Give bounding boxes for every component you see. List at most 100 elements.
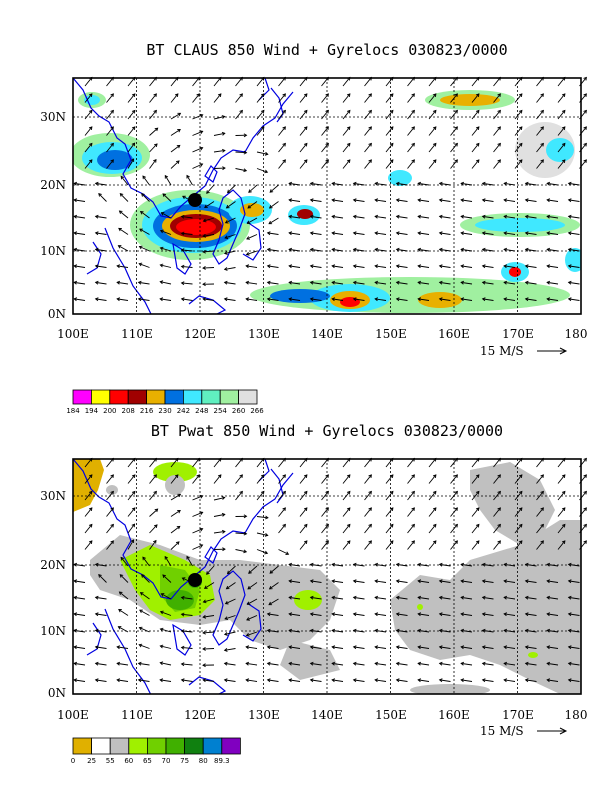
wind-arrow	[450, 507, 458, 517]
wind-arrow	[557, 507, 566, 517]
wind-arrowhead	[288, 645, 293, 650]
wind-arrow	[149, 524, 158, 534]
wind-arrowhead	[331, 214, 336, 219]
precipitable-water-shading	[73, 459, 581, 694]
wind-arrow	[557, 93, 566, 103]
wind-arrow	[536, 77, 544, 87]
wind-arrow	[418, 629, 430, 633]
lon-label: 150E	[375, 327, 407, 341]
wind-arrowhead	[503, 214, 508, 219]
wind-arrow	[299, 524, 308, 534]
wind-arrow	[439, 199, 451, 202]
wind-arrow	[385, 93, 394, 103]
wind-arrow	[267, 613, 279, 616]
wind-arrowhead	[325, 523, 329, 528]
wind-arrow	[74, 281, 86, 285]
wind-arrowhead	[546, 645, 551, 650]
wind-arrow	[161, 212, 172, 219]
wind-arrow	[248, 184, 258, 193]
wind-arrow	[74, 629, 86, 633]
wind-arrow	[321, 77, 329, 87]
wind-arrow	[149, 491, 157, 501]
wind-arrowhead	[417, 612, 422, 617]
wind-arrowhead	[325, 126, 329, 130]
wind-arrowhead	[309, 661, 314, 666]
wind-arrowhead	[94, 562, 99, 567]
wind-arrow	[321, 524, 329, 534]
wind-arrow	[321, 126, 329, 136]
wind-arrow	[119, 193, 129, 202]
wind-arrow	[127, 93, 136, 103]
wind-arrowhead	[159, 297, 164, 302]
wind-arrowhead	[352, 645, 357, 650]
wind-arrow	[482, 629, 494, 633]
wind-arrowhead	[352, 214, 357, 219]
wind-arrowhead	[303, 126, 308, 130]
wind-arrowhead	[202, 599, 207, 604]
wind-arrowhead	[438, 181, 443, 186]
colorbar: 184 194 200 208 216 230 242 248 254 260 266	[66, 389, 264, 415]
wind-arrowhead	[303, 507, 308, 511]
wind-arrow	[471, 110, 480, 120]
wind-arrow	[332, 199, 344, 202]
wind-arrowhead	[374, 198, 379, 203]
wind-arrowhead	[438, 264, 443, 269]
wind-arrow	[224, 662, 236, 666]
wind-arrow	[418, 248, 430, 252]
wind-arrow	[568, 199, 580, 202]
wind-arrowhead	[118, 210, 123, 215]
wind-arrowhead	[88, 490, 93, 495]
wind-arrow	[267, 232, 279, 235]
wind-arrowhead	[203, 585, 208, 589]
wind-arrow	[396, 265, 408, 268]
wind-arrow	[321, 458, 329, 468]
wind-arrowhead	[460, 645, 465, 650]
wind-arrowhead	[217, 93, 222, 97]
wind-arrowhead	[561, 159, 566, 163]
wind-arrowhead	[202, 249, 206, 254]
wind-arrow	[149, 143, 158, 153]
wind-arrow	[428, 126, 437, 136]
wind-arrowhead	[260, 109, 265, 114]
wind-arrow	[74, 215, 86, 219]
wind-arrow	[310, 215, 322, 219]
wind-arrowhead	[475, 474, 480, 478]
wind-arrow	[310, 563, 322, 567]
wind-arrowhead	[110, 523, 114, 528]
wind-arrowhead	[159, 644, 164, 649]
wind-arrowhead	[88, 109, 93, 114]
wind-arrow	[568, 281, 580, 285]
wind-arrow	[428, 540, 437, 550]
wind-arrowhead	[260, 93, 265, 97]
colorbar-swatch	[184, 737, 204, 755]
wind-arrow	[289, 646, 301, 649]
wind-arrowhead	[202, 630, 206, 635]
wind-arrowhead	[331, 678, 336, 683]
wind-arrow	[407, 93, 415, 103]
wind-arrow	[289, 265, 301, 268]
wind-arrow	[224, 648, 236, 651]
wind-arrow	[106, 77, 114, 87]
wind-arrow	[321, 540, 329, 550]
wind-arrow	[278, 549, 289, 555]
wind-arrowhead	[395, 579, 400, 584]
wind-arrow	[138, 298, 150, 301]
wind-arrowhead	[282, 490, 286, 495]
wind-arrow	[353, 199, 365, 202]
wind-arrowhead	[503, 264, 508, 269]
wind-arrowhead	[395, 264, 400, 269]
wind-arrowhead	[285, 551, 290, 555]
lon-label: 130E	[248, 327, 280, 341]
wind-arrowhead	[460, 612, 465, 617]
wind-arrow	[471, 524, 480, 534]
wind-arrow	[149, 93, 157, 103]
wind-arrowhead	[88, 507, 93, 511]
wind-arrow	[299, 507, 308, 517]
wind-arrowhead	[288, 297, 293, 302]
colorbar-swatch	[165, 737, 186, 755]
wind-arrow	[568, 596, 580, 600]
wind-arrowhead	[389, 523, 394, 528]
wind-arrowhead	[438, 231, 443, 236]
wind-arrow	[418, 182, 430, 186]
wind-arrowhead	[139, 210, 144, 215]
